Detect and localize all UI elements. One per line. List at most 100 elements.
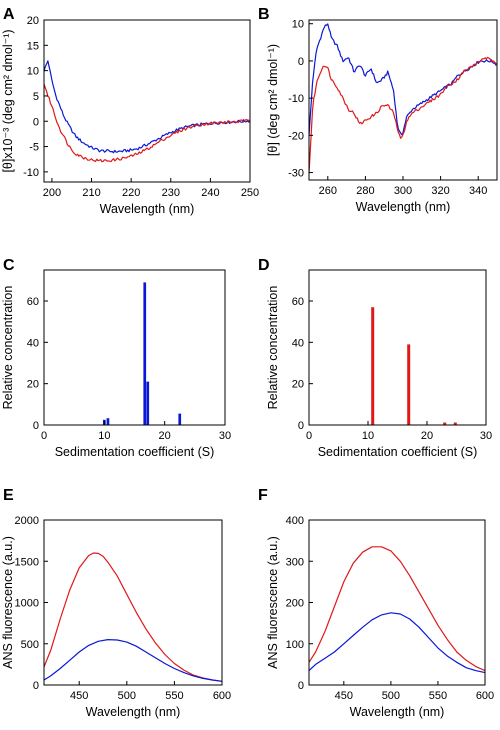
panel-label-f: F: [258, 487, 268, 504]
plot-area: [44, 60, 250, 163]
bar: [146, 381, 150, 425]
x-tick-label: 20: [159, 430, 171, 442]
x-tick-label: 450: [70, 690, 88, 702]
y-axis-label: [θ] (deg cm² dmol⁻¹): [266, 44, 280, 156]
y-tick-label: 20: [292, 379, 304, 391]
x-tick-label: 600: [213, 690, 231, 702]
y-tick-label: 500: [21, 639, 39, 651]
y-tick-label: -10: [23, 167, 39, 179]
y-tick-label: 10: [292, 19, 304, 31]
x-axis-label: Sedimentation coefficient (S): [318, 445, 478, 459]
y-tick-label: 10: [27, 66, 39, 78]
y-tick-label: -5: [29, 142, 39, 154]
x-tick-label: 320: [431, 185, 449, 197]
plot-area: [309, 23, 497, 174]
x-axis-label: Wavelength (nm): [350, 705, 445, 719]
plot-frame: [43, 19, 251, 183]
plot-area: [309, 546, 485, 674]
x-tick-label: 280: [356, 185, 374, 197]
x-tick-label: 30: [219, 430, 231, 442]
y-axis-label: Relative concentration: [1, 286, 15, 410]
series-line-blue: [309, 612, 485, 674]
x-tick-label: 210: [82, 187, 100, 199]
x-tick-label: 30: [480, 430, 492, 442]
y-tick-label: 60: [292, 296, 304, 308]
bar: [443, 422, 447, 425]
x-tick-label: 550: [165, 690, 183, 702]
x-tick-label: 300: [394, 185, 412, 197]
plot-frame: [308, 19, 498, 181]
x-axis-label: Wavelength (nm): [356, 200, 451, 214]
plot-area: [103, 282, 182, 425]
panel-a-chart: 200 210 220 230 240 250 -10 -5 0 5 10 15 20 Wavelengt…: [1, 15, 259, 216]
y-tick-label: 15: [27, 40, 39, 52]
y-tick-label: 1500: [15, 556, 39, 568]
y-tick-label: 5: [33, 91, 39, 103]
bar: [407, 344, 411, 425]
y-tick-label: -20: [288, 130, 304, 142]
y-tick-label: 2000: [15, 515, 39, 527]
y-tick-label: 0: [33, 680, 39, 692]
plot-area: [371, 307, 457, 425]
bar: [371, 307, 375, 425]
y-tick-label: 200: [286, 598, 304, 610]
panel-c-chart: 0 10 20 30 0 20 40 60 Sedimentation coefficient …: [1, 269, 231, 459]
x-tick-label: 250: [241, 187, 259, 199]
x-tick-label: 340: [469, 185, 487, 197]
y-axis-label: ANS fluorescence (a.u.): [266, 536, 280, 669]
y-tick-label: 0: [298, 56, 304, 68]
series-line-red: [309, 546, 485, 672]
series-line-blue: [44, 60, 250, 154]
y-tick-label: 20: [27, 379, 39, 391]
y-axis-label: ANS fluorescence (a.u.): [1, 536, 15, 669]
y-tick-label: 40: [292, 337, 304, 349]
y-tick-label: 0: [33, 420, 39, 432]
panel-label-b: B: [258, 6, 270, 23]
x-tick-label: 230: [162, 187, 180, 199]
plot-frame: [43, 269, 226, 426]
y-axis-label: Relative concentration: [266, 286, 280, 410]
plot-area: [44, 552, 222, 682]
x-tick-label: 10: [98, 430, 110, 442]
series-line-red: [309, 56, 497, 174]
y-tick-label: 0: [298, 680, 304, 692]
y-tick-label: 20: [27, 15, 39, 27]
x-tick-label: 240: [201, 187, 219, 199]
bar: [143, 282, 147, 425]
panel-e-chart: 450 500 550 600 0 500 1000 1500 2000 Wavelength (…: [1, 515, 231, 719]
panel-label-c: C: [3, 257, 15, 274]
y-tick-label: -30: [288, 168, 304, 180]
y-tick-label: 0: [298, 420, 304, 432]
series-line-blue: [309, 23, 497, 137]
x-tick-label: 10: [362, 430, 374, 442]
x-tick-label: 600: [476, 690, 494, 702]
series-line-red: [44, 552, 222, 682]
x-axis-label: Wavelength (nm): [86, 705, 181, 719]
y-tick-label: 100: [286, 639, 304, 651]
series-line-blue: [44, 638, 222, 682]
bar: [453, 422, 457, 425]
y-tick-label: 60: [27, 296, 39, 308]
plot-frame: [43, 519, 223, 686]
bar: [106, 418, 110, 425]
x-axis-label: Sedimentation coefficient (S): [55, 445, 215, 459]
y-tick-label: 1000: [15, 598, 39, 610]
x-tick-label: 200: [43, 187, 61, 199]
y-axis-label: [θ]x10⁻³ (deg cm² dmol⁻¹): [1, 29, 15, 172]
x-tick-label: 450: [335, 690, 353, 702]
plot-frame: [308, 269, 487, 426]
panel-label-e: E: [3, 487, 14, 504]
x-tick-label: 550: [429, 690, 447, 702]
x-tick-label: 500: [382, 690, 400, 702]
y-tick-label: 40: [27, 337, 39, 349]
x-axis-label: Wavelength (nm): [100, 202, 195, 216]
panel-label-a: A: [3, 6, 15, 23]
panel-b-chart: 260 280 300 320 340 -30 -20 -10 0 10 Wavelength (n…: [266, 19, 498, 214]
series-line-red: [44, 83, 250, 163]
y-tick-label: 0: [33, 116, 39, 128]
x-tick-label: 260: [319, 185, 337, 197]
panel-d-chart: 0 10 20 30 0 20 40 60 Sedimentation coefficient …: [266, 269, 492, 459]
bar: [178, 413, 182, 425]
y-tick-label: 400: [286, 515, 304, 527]
